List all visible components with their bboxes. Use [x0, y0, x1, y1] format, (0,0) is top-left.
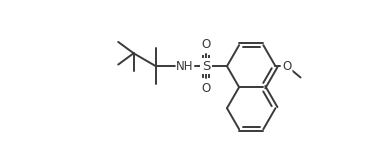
Text: NH: NH — [176, 60, 194, 73]
Text: S: S — [202, 60, 210, 73]
Text: O: O — [201, 38, 211, 51]
Text: O: O — [283, 60, 292, 73]
Text: O: O — [201, 82, 211, 95]
